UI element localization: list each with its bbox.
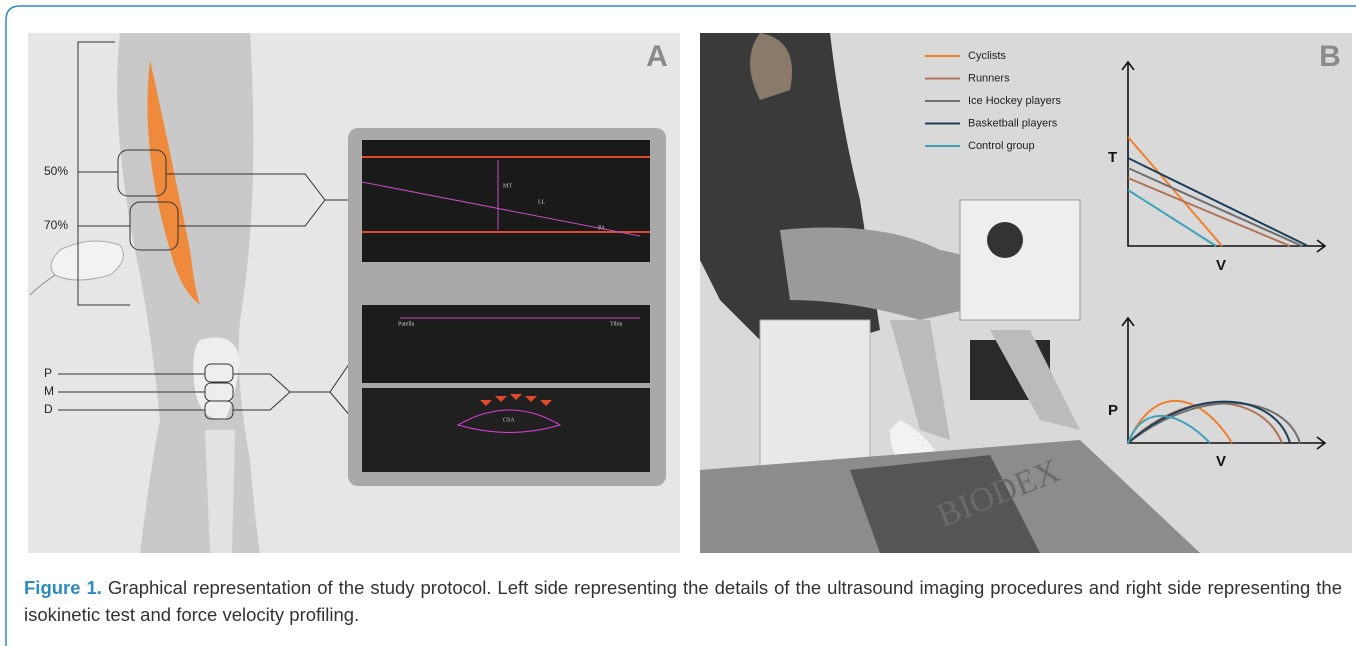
panel-label: A bbox=[646, 40, 668, 73]
y-axis-label: P bbox=[1108, 402, 1118, 419]
level-label: 70% bbox=[44, 218, 68, 232]
legend-label: Cyclists bbox=[968, 50, 1006, 62]
legend-label: Runners bbox=[968, 72, 1010, 84]
x-axis-label: V bbox=[1216, 257, 1226, 274]
page: Cyclists Runners Ice Hockey players Basketb… bbox=[0, 0, 1356, 646]
us-label: Tibia bbox=[610, 321, 623, 327]
ultrasound-image bbox=[362, 388, 650, 472]
legend-label: Control group bbox=[968, 140, 1035, 152]
ultrasound-image bbox=[362, 140, 650, 262]
us-label: PA bbox=[598, 225, 606, 231]
panel-label: B bbox=[1319, 40, 1341, 73]
site-label: P bbox=[44, 366, 52, 380]
site-label: D bbox=[44, 402, 53, 416]
figure: Cyclists Runners Ice Hockey players Basketb… bbox=[0, 0, 1356, 646]
us-label: LL bbox=[538, 199, 546, 205]
caption: Figure 1. Graphical representation of th… bbox=[24, 574, 1342, 628]
ultrasound-image bbox=[362, 305, 650, 383]
legend-label: Basketball players bbox=[968, 117, 1058, 129]
x-axis-label: V bbox=[1216, 453, 1226, 470]
legend-label: Ice Hockey players bbox=[968, 95, 1061, 107]
us-label: MT bbox=[503, 183, 512, 189]
caption-label: Figure 1. bbox=[24, 577, 102, 598]
y-axis-label: T bbox=[1108, 149, 1117, 166]
us-label: CSA bbox=[503, 417, 515, 423]
level-label: 50% bbox=[44, 164, 68, 178]
site-label: M bbox=[44, 384, 54, 398]
caption-text: Graphical representation of the study pr… bbox=[24, 577, 1342, 625]
us-label: Patella bbox=[398, 321, 415, 327]
